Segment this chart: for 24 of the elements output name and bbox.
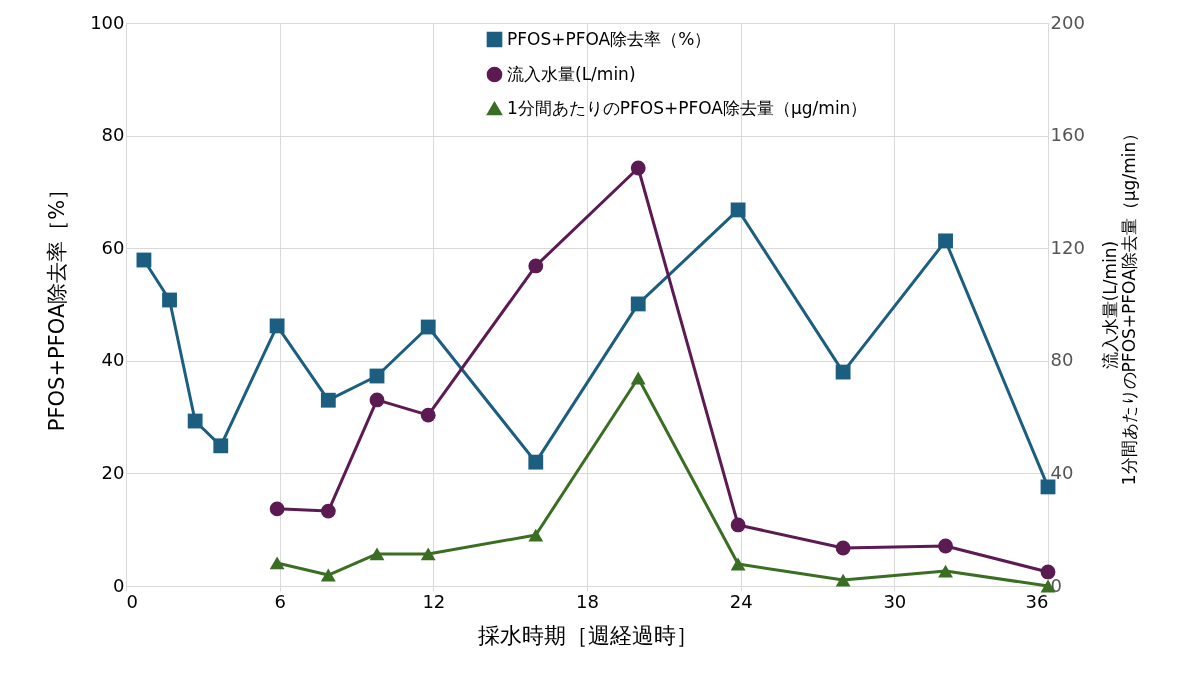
x-tick-label: 18 <box>576 590 599 612</box>
y2-tick-label: 40 <box>1050 461 1074 483</box>
y-tick-label: 0 <box>113 574 125 596</box>
y2-tick-label: 80 <box>1050 349 1074 371</box>
y2-tick-label: 0 <box>1050 574 1062 596</box>
y2-tick-label: 200 <box>1050 11 1085 33</box>
y2-tick-label: 160 <box>1050 124 1085 146</box>
y-axis-title: PFOS+PFOA除去率［%］ <box>45 178 70 432</box>
y-tick-label: 100 <box>90 11 125 33</box>
y-tick-label: 80 <box>101 124 125 146</box>
y2-tick-label: 120 <box>1050 236 1085 258</box>
legend-label: 流入水量(L/min) <box>507 63 636 84</box>
y2-axis-title: 流入水量(L/min) 1分間あたりのPFOS+PFOA除去量（μg/min） <box>1099 124 1139 486</box>
y-tick-label: 60 <box>101 236 125 258</box>
x-tick-label: 24 <box>729 590 753 612</box>
x-axis-title: 採水時期［週経過時］ <box>477 622 698 648</box>
x-tick-label: 36 <box>1025 590 1049 612</box>
legend-label: PFOS+PFOA除去率（%） <box>507 28 712 49</box>
x-tick-label: 6 <box>274 590 286 612</box>
legend-label: 1分間あたりのPFOS+PFOA除去量（μg/min） <box>507 97 868 118</box>
x-tick-label: 30 <box>883 590 907 612</box>
y-tick-label: 40 <box>101 349 125 371</box>
y-tick-label: 20 <box>101 461 125 483</box>
x-tick-label: 12 <box>422 590 446 612</box>
